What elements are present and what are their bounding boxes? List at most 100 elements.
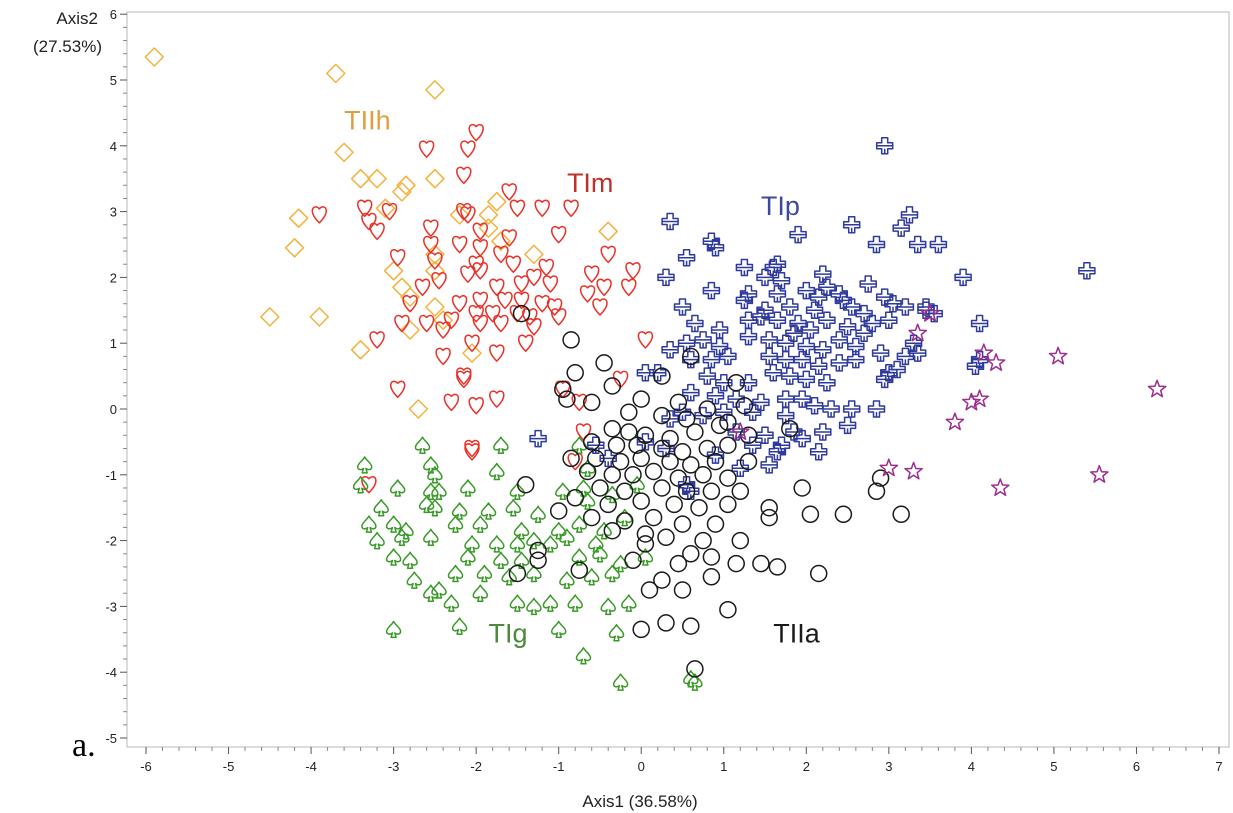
data-point-circle: [554, 380, 572, 398]
data-point-heart: [571, 393, 588, 412]
data-point-heart: [497, 291, 513, 310]
data-point-star: [990, 478, 1010, 497]
data-point-spade: [414, 436, 431, 454]
data-point-circle: [669, 554, 688, 573]
data-point-club: [892, 219, 910, 237]
data-point-diamond: [449, 205, 470, 225]
data-point-heart: [402, 294, 418, 313]
data-point-spade: [423, 482, 439, 501]
data-point-club: [781, 298, 799, 316]
y-tick-label: 3: [110, 205, 117, 220]
data-point-club: [764, 364, 783, 382]
data-point-heart: [389, 248, 406, 267]
data-point-spade: [451, 617, 468, 635]
x-tick-label: 6: [1133, 759, 1140, 774]
data-point-spade: [460, 548, 476, 566]
data-point-club: [867, 235, 886, 254]
data-point-heart: [567, 452, 583, 471]
data-point-circle: [611, 452, 630, 471]
data-point-club: [896, 298, 915, 316]
data-point-club: [871, 344, 890, 362]
plot-frame: [126, 11, 1230, 748]
y-axis-ticks: -5 -4 -3 -2 -1 0 1 2 3 4 5 6: [105, 7, 127, 746]
data-point-circle: [653, 479, 671, 497]
data-point-circle: [801, 505, 820, 523]
data-point-club: [818, 311, 836, 329]
data-point-circle: [558, 390, 576, 408]
data-point-club: [793, 350, 811, 369]
data-point-club: [855, 324, 873, 343]
group-label-heart: TIm: [567, 168, 614, 198]
data-point-circle: [657, 614, 675, 632]
data-point-club: [805, 396, 824, 415]
data-point-circle: [682, 545, 700, 563]
x-tick-label: -4: [305, 759, 317, 774]
data-point-spade: [402, 551, 418, 570]
data-points: [144, 47, 1167, 691]
data-point-heart: [418, 140, 435, 158]
data-point-circle: [529, 551, 547, 569]
data-point-spade: [509, 482, 526, 501]
data-point-club: [830, 331, 849, 349]
data-point-heart: [456, 202, 472, 221]
data-point-heart: [513, 275, 530, 293]
data-point-spade: [480, 502, 497, 520]
data-point-circle: [698, 400, 717, 418]
data-point-heart: [456, 166, 472, 185]
data-point-heart: [472, 262, 489, 280]
data-point-circle: [570, 561, 589, 579]
data-point-spade: [596, 521, 612, 540]
data-point-circle: [867, 482, 886, 500]
data-point-diamond: [425, 80, 445, 100]
data-point-diamond: [334, 142, 354, 163]
data-point-club: [743, 403, 762, 422]
data-point-star: [986, 353, 1006, 371]
data-point-circle: [653, 367, 671, 385]
group-label-spade: TIg: [489, 619, 528, 649]
data-point-heart: [369, 331, 385, 349]
data-point-heart: [435, 321, 451, 339]
data-point-circle: [644, 508, 663, 527]
data-point-circle: [719, 601, 737, 619]
data-point-club: [661, 212, 679, 231]
data-point-club: [875, 370, 894, 389]
data-point-circle: [636, 525, 655, 543]
data-point-circle: [657, 528, 675, 546]
data-point-club: [719, 347, 737, 366]
data-point-star: [962, 392, 981, 411]
data-point-club: [859, 275, 877, 293]
data-point-diamond: [260, 307, 280, 327]
data-point-spade: [394, 528, 410, 547]
y-tick-label: 5: [110, 73, 117, 88]
data-point-circle: [587, 449, 605, 468]
data-point-club: [756, 268, 774, 287]
data-point-club: [809, 443, 828, 461]
data-point-circle: [702, 548, 721, 566]
data-point-heart: [423, 219, 439, 237]
data-point-club: [867, 400, 886, 418]
data-point-circle: [640, 581, 659, 599]
data-point-circle: [760, 499, 778, 517]
data-point-club: [648, 364, 667, 382]
data-point-spade: [530, 505, 546, 524]
data-point-circle: [512, 304, 531, 323]
x-tick-label: 7: [1215, 759, 1222, 774]
data-point-club: [702, 281, 721, 300]
data-point-club: [929, 235, 948, 254]
data-point-club: [814, 265, 832, 283]
data-point-spade: [472, 515, 489, 533]
data-point-spade: [389, 479, 406, 497]
data-point-circle: [636, 426, 655, 444]
data-point-club: [797, 370, 816, 389]
data-point-spade: [509, 594, 526, 612]
data-point-diamond: [396, 175, 416, 196]
data-point-heart: [637, 331, 654, 349]
data-point-heart: [575, 423, 592, 441]
data-point-diamond: [367, 168, 387, 189]
data-point-spade: [612, 673, 629, 691]
data-point-circle: [615, 482, 634, 500]
data-point-diamond: [491, 231, 511, 251]
data-point-spade: [526, 531, 542, 550]
data-point-spade: [373, 498, 389, 517]
